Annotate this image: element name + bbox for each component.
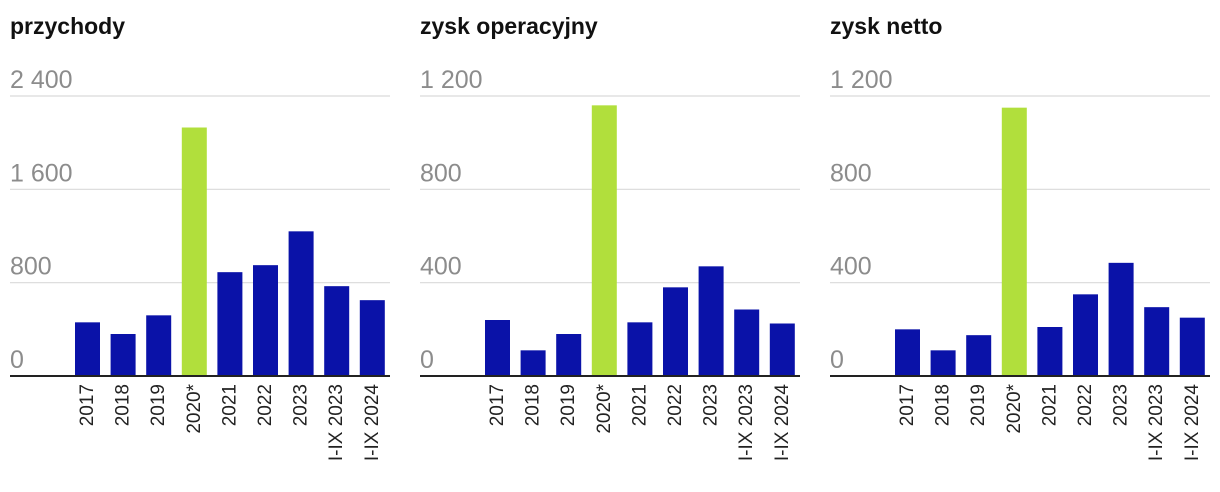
y-tick-label: 800 xyxy=(10,253,52,281)
bar xyxy=(895,329,920,376)
x-tick-label: I-IX 2024 xyxy=(772,384,793,462)
y-tick-label: 0 xyxy=(420,346,434,374)
x-tick-label: 2021 xyxy=(1039,384,1060,426)
bar xyxy=(1179,317,1205,376)
bar xyxy=(253,265,278,376)
bar-highlight xyxy=(181,127,207,376)
bar xyxy=(966,335,992,376)
y-tick-label: 1 200 xyxy=(420,66,483,94)
y-tick-label: 0 xyxy=(10,346,24,374)
y-tick-label: 800 xyxy=(420,159,462,187)
chart-title: przychody xyxy=(10,13,126,39)
x-tick-label: 2023 xyxy=(701,384,722,426)
y-tick-label: 1 600 xyxy=(10,159,73,187)
bar xyxy=(627,322,653,376)
y-tick-label: 0 xyxy=(830,346,844,374)
y-tick-label: 1 200 xyxy=(830,66,893,94)
x-tick-label: 2021 xyxy=(629,384,650,426)
bar xyxy=(485,320,510,376)
bar xyxy=(359,300,385,376)
y-tick-label: 2 400 xyxy=(10,66,73,94)
x-tick-label: 2019 xyxy=(148,384,169,426)
bar xyxy=(769,323,795,376)
bar xyxy=(110,334,136,376)
x-tick-label: 2018 xyxy=(933,384,954,426)
x-tick-label: I-IX 2024 xyxy=(1182,384,1203,462)
x-tick-label: I-IX 2023 xyxy=(736,384,757,461)
panel-net-profit: zysk netto 0 400 800 1 200 2017 2018 2019 2020*… xyxy=(830,0,1220,492)
bar-chart-operating-profit: 0 400 800 1 200 2017 2018 2019 2020* 2021 2022 202… xyxy=(420,66,800,462)
y-tick-label: 800 xyxy=(830,159,872,187)
bar xyxy=(146,315,172,376)
x-tick-label: 2021 xyxy=(219,384,240,426)
x-tick-label: 2018 xyxy=(113,384,134,426)
x-tick-label: 2020* xyxy=(594,383,615,433)
bar xyxy=(1108,262,1134,376)
bar xyxy=(556,334,582,376)
x-tick-label: I-IX 2023 xyxy=(326,384,347,461)
x-tick-label: 2017 xyxy=(487,384,508,426)
x-tick-label: 2023 xyxy=(291,384,312,426)
y-tick-label: 400 xyxy=(830,253,872,281)
bar xyxy=(520,350,546,376)
x-tick-label: 2020* xyxy=(1004,383,1025,433)
bar-highlight xyxy=(1001,107,1027,377)
bar xyxy=(217,272,243,376)
bar-highlight xyxy=(591,105,617,376)
bar xyxy=(734,309,760,376)
bar-chart-revenue: 0 800 1 600 2 400 2017 2018 2019 2020* 2021 2022 2… xyxy=(10,66,390,462)
x-tick-label: 2022 xyxy=(1075,384,1096,426)
bar xyxy=(930,350,956,376)
chart-title: zysk netto xyxy=(830,13,943,39)
y-tick-label: 400 xyxy=(420,253,462,281)
bar xyxy=(75,322,100,376)
x-tick-label: 2022 xyxy=(665,384,686,426)
x-tick-label: 2020* xyxy=(184,383,205,433)
bar-chart-net-profit: 0 400 800 1 200 2017 2018 2019 2020* 2021 2022 202… xyxy=(830,66,1210,462)
x-tick-label: 2018 xyxy=(523,384,544,426)
x-tick-label: 2022 xyxy=(255,384,276,426)
x-tick-label: I-IX 2024 xyxy=(362,384,383,462)
x-tick-label: 2023 xyxy=(1111,384,1132,426)
x-tick-label: 2019 xyxy=(968,384,989,426)
bar xyxy=(663,287,688,376)
bar xyxy=(288,231,314,376)
bar xyxy=(324,286,350,376)
bar xyxy=(698,266,724,376)
panel-operating-profit: zysk operacyjny 0 400 800 1 200 2017 2018 2019… xyxy=(420,0,820,492)
x-tick-label: 2017 xyxy=(897,384,918,426)
x-tick-label: I-IX 2023 xyxy=(1146,384,1167,461)
bar xyxy=(1144,307,1170,376)
x-tick-label: 2019 xyxy=(558,384,579,426)
panel-revenue: przychody 0 800 1 600 2 400 2017 2018 2019 2020… xyxy=(10,0,410,492)
chart-title: zysk operacyjny xyxy=(420,13,598,39)
bar xyxy=(1037,327,1063,376)
bar xyxy=(1073,294,1098,376)
x-tick-label: 2017 xyxy=(77,384,98,426)
